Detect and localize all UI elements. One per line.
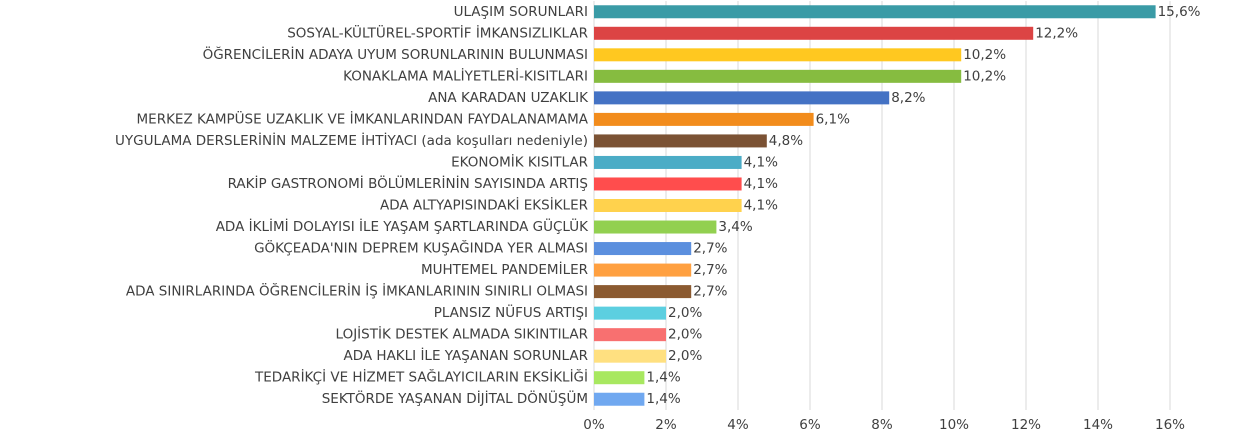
value-label: 8,2% bbox=[891, 90, 925, 106]
category-label: ADA İKLİMİ DOLAYISI İLE YAŞAM ŞARTLARIND… bbox=[216, 217, 589, 235]
x-tick-label: 12% bbox=[1011, 417, 1041, 433]
value-label: 2,7% bbox=[693, 262, 727, 278]
category-label: ADA ALTYAPISINDAKİ EKSİKLER bbox=[380, 196, 588, 214]
value-label: 2,0% bbox=[668, 327, 702, 343]
value-label: 15,6% bbox=[1158, 4, 1201, 20]
category-label: ÖĞRENCİLERİN ADAYA UYUM SORUNLARININ BUL… bbox=[203, 45, 588, 63]
category-label: MUHTEMEL PANDEMİLER bbox=[421, 260, 588, 278]
value-label: 12,2% bbox=[1035, 25, 1078, 41]
value-label: 10,2% bbox=[963, 47, 1006, 63]
bar bbox=[594, 242, 692, 256]
value-label: 3,4% bbox=[718, 219, 752, 235]
category-label: PLANSIZ NÜFUS ARTIŞI bbox=[434, 303, 588, 321]
bar bbox=[594, 349, 666, 363]
x-tick-label: 8% bbox=[871, 417, 893, 433]
x-tick-label: 2% bbox=[655, 417, 677, 433]
value-label: 2,0% bbox=[668, 305, 702, 321]
x-tick-label: 0% bbox=[583, 417, 605, 433]
bar bbox=[594, 328, 666, 342]
bar bbox=[594, 26, 1034, 40]
category-label: ULAŞIM SORUNLARI bbox=[454, 4, 588, 20]
value-label: 4,1% bbox=[744, 198, 778, 214]
value-label: 10,2% bbox=[963, 68, 1006, 84]
value-label: 2,7% bbox=[693, 284, 727, 300]
bar bbox=[594, 392, 645, 406]
bar bbox=[594, 371, 645, 385]
category-label: EKONOMİK KISITLAR bbox=[451, 152, 588, 170]
category-label: ANA KARADAN UZAKLIK bbox=[428, 90, 589, 106]
value-label: 1,4% bbox=[646, 370, 680, 386]
value-label: 2,7% bbox=[693, 241, 727, 257]
x-tick-label: 16% bbox=[1155, 417, 1185, 433]
bar bbox=[594, 263, 692, 277]
bar bbox=[594, 5, 1156, 19]
bar bbox=[594, 199, 742, 212]
bar bbox=[594, 285, 692, 299]
category-label: SOSYAL-KÜLTÜREL-SPORTİF İMKANSIZLIKLAR bbox=[287, 23, 588, 41]
value-label: 4,1% bbox=[744, 176, 778, 192]
bar bbox=[594, 306, 666, 320]
value-label: 6,1% bbox=[816, 111, 850, 127]
bar bbox=[594, 134, 767, 148]
bar bbox=[594, 48, 962, 62]
x-tick-label: 14% bbox=[1083, 417, 1113, 433]
x-tick-label: 10% bbox=[939, 417, 969, 433]
category-label: ADA SINIRLARINDA ÖĞRENCİLERİN İŞ İMKANLA… bbox=[126, 282, 588, 300]
category-label: UYGULAMA DERSLERİNİN MALZEME İHTİYACI (a… bbox=[115, 131, 588, 149]
value-label: 4,8% bbox=[769, 133, 803, 149]
bar bbox=[594, 112, 814, 126]
value-label: 1,4% bbox=[646, 391, 680, 407]
category-label: GÖKÇEADA'NIN DEPREM KUŞAĞINDA YER ALMASI bbox=[254, 239, 588, 257]
category-label: MERKEZ KAMPÜSE UZAKLIK VE İMKANLARINDAN … bbox=[137, 109, 589, 127]
bar bbox=[594, 69, 962, 83]
x-tick-label: 4% bbox=[727, 417, 749, 433]
category-label: TEDARİKÇİ VE HİZMET SAĞLAYICILARIN EKSİK… bbox=[254, 368, 588, 386]
category-label: SEKTÖRDE YAŞANAN DİJİTAL DÖNÜŞÜM bbox=[322, 389, 588, 407]
bar bbox=[594, 91, 890, 105]
category-label: RAKİP GASTRONOMİ BÖLÜMLERİNİN SAYISINDA … bbox=[228, 174, 588, 192]
x-tick-label: 6% bbox=[799, 417, 821, 433]
bar bbox=[594, 177, 742, 191]
category-label: ADA HAKLI İLE YAŞANAN SORUNLAR bbox=[344, 346, 589, 364]
value-label: 2,0% bbox=[668, 348, 702, 364]
bar bbox=[594, 155, 742, 169]
category-label: LOJİSTİK DESTEK ALMADA SIKINTILAR bbox=[336, 325, 588, 343]
category-label: KONAKLAMA MALİYETLERİ-KISITLARI bbox=[343, 66, 588, 84]
value-label: 4,1% bbox=[744, 154, 778, 170]
bar bbox=[594, 220, 717, 234]
